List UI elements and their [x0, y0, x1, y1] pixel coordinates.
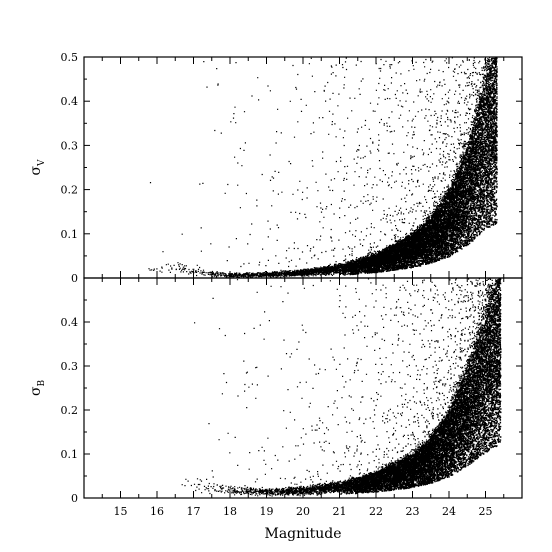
bot-y-tick-label: 0.1 — [61, 448, 79, 461]
x-tick-label: 20 — [296, 505, 310, 518]
top-y-axis-symbol: σ — [28, 166, 44, 176]
top-scatter-markers — [148, 57, 498, 279]
bottom-x-axis: 15 16 17 18 19 20 21 22 23 24 25 — [101, 278, 505, 518]
x-tick-label: 22 — [369, 505, 383, 518]
bot-scatter-markers — [181, 278, 502, 497]
bottom-y-axis-label: σB — [28, 379, 47, 396]
x-tick-label: 24 — [442, 505, 456, 518]
bottom-scatter-points — [181, 278, 502, 497]
x-tick-label: 18 — [223, 505, 237, 518]
top-y-axis-subscript: V — [37, 159, 47, 167]
top-y-tick-label: 0.5 — [61, 51, 79, 64]
bot-y-tick-label: 0.2 — [61, 404, 79, 417]
bot-y-tick-label: 0.4 — [61, 316, 79, 329]
x-tick-label: 21 — [333, 505, 347, 518]
top-y-axis: 0 0.1 0.2 0.3 0.4 0.5 — [61, 51, 522, 285]
x-tick-label: 25 — [479, 505, 493, 518]
top-y-tick-label: 0.4 — [61, 95, 79, 108]
x-tick-label: 15 — [114, 505, 128, 518]
x-tick-label: 23 — [406, 505, 420, 518]
top-y-tick-label: 0.3 — [61, 139, 79, 152]
bot-y-tick-label: 0.3 — [61, 360, 79, 373]
bottom-panel: 00.10.20.30.4 15 16 17 18 19 20 21 22 23 24 25 σB … — [28, 277, 523, 542]
x-axis-label: Magnitude — [264, 526, 341, 542]
top-scatter-points — [148, 57, 498, 279]
x-tick-label: 16 — [150, 505, 164, 518]
top-y-tick-label: 0.2 — [61, 184, 79, 197]
bot-y-tick-label: 0 — [71, 492, 78, 505]
top-plot-frame — [83, 56, 523, 279]
x-tick-label: 19 — [260, 505, 274, 518]
top-x-ticks — [101, 57, 505, 278]
bottom-y-axis-subscript: B — [37, 379, 47, 386]
bottom-y-axis-symbol: σ — [28, 386, 44, 396]
bottom-y-axis: 0 0.1 0.2 0.3 0.4 — [61, 299, 522, 505]
bottom-plot-frame — [83, 277, 523, 499]
top-y-axis-label: σV — [28, 159, 47, 176]
top-y-tick-label: 0.1 — [61, 228, 79, 241]
top-panel: 0 0.1 0.2 0.3 0.4 0.5 σV — [28, 51, 523, 285]
top-y-tick-label: 0 — [71, 272, 78, 285]
x-tick-label: 17 — [187, 505, 201, 518]
